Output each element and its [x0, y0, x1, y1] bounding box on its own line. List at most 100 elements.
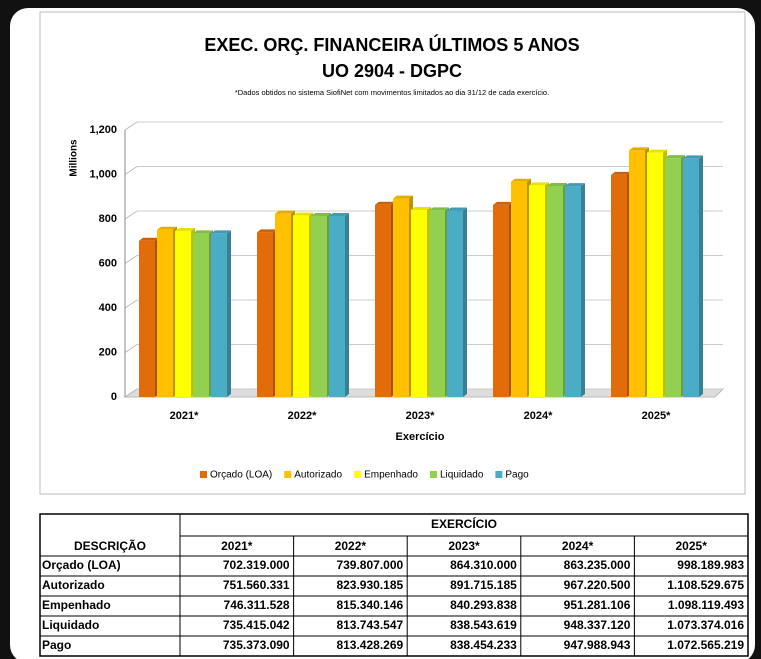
bar-top — [629, 147, 649, 151]
bar-top — [493, 201, 513, 205]
chart-title: EXEC. ORÇ. FINANCEIRA ÚLTIMOS 5 ANOS — [204, 34, 579, 55]
table-cell: 751.560.331 — [223, 578, 290, 592]
grid-line — [124, 255, 138, 264]
bar-top — [429, 207, 449, 211]
bar — [683, 158, 699, 397]
table-cell: Empenhado — [42, 598, 111, 612]
table-cell: 1.072.565.219 — [667, 638, 744, 652]
bar — [611, 174, 627, 397]
bar — [293, 215, 309, 397]
table-cell: 891.715.185 — [450, 578, 517, 592]
table-cell: 1.108.529.675 — [667, 578, 744, 592]
legend-swatch — [495, 471, 503, 478]
chart-note: *Dados obtidos no sistema SiofiNet com m… — [235, 88, 549, 97]
chart-subtitle: UO 2904 - DGPC — [322, 61, 462, 81]
bar — [375, 204, 391, 397]
y-tick-label: 800 — [99, 213, 117, 225]
legend-swatch — [430, 471, 437, 478]
bar-top — [175, 227, 195, 231]
y-tick-label: 1,000 — [89, 168, 117, 180]
bar-top — [293, 212, 313, 216]
x-tick-label: 2021* — [170, 410, 199, 422]
table-cell: 735.415.042 — [223, 618, 290, 632]
table-cell: 998.189.983 — [677, 558, 744, 572]
legend-swatch — [200, 471, 207, 478]
bar — [139, 240, 155, 397]
table-cell: 813.743.547 — [336, 618, 403, 632]
table-cell: 823.930.185 — [336, 578, 403, 592]
y-tick-label: 1,200 — [89, 124, 117, 136]
bar — [629, 150, 645, 397]
x-tick-label: 2025* — [642, 410, 671, 422]
x-axis-label: Exercício — [396, 431, 445, 443]
bar-top — [611, 171, 631, 175]
x-tick-label: 2023* — [406, 410, 435, 422]
bar-top — [411, 207, 431, 211]
table-cell: Orçado (LOA) — [42, 558, 121, 572]
bar-top — [447, 207, 467, 211]
x-tick-label: 2022* — [288, 410, 317, 422]
bar — [565, 186, 581, 397]
bar — [429, 210, 445, 397]
y-axis-label: Millions — [69, 139, 80, 177]
y-tick-label: 0 — [111, 391, 117, 403]
bar-top — [375, 201, 395, 205]
bar-top — [211, 230, 231, 234]
table-header: DESCRIÇÃO — [74, 538, 146, 553]
bar-side — [345, 213, 349, 397]
legend-label: Pago — [505, 470, 529, 481]
bar-top — [565, 183, 585, 187]
bar-top — [257, 229, 277, 233]
bar — [411, 210, 427, 397]
legend-label: Autorizado — [294, 470, 342, 481]
grid-line — [124, 388, 138, 398]
table-cell: 735.373.090 — [223, 638, 290, 652]
table-header: 2024* — [562, 539, 594, 553]
table-cell: 746.311.528 — [224, 598, 290, 612]
table-cell: 863.235.000 — [564, 558, 631, 572]
y-tick-label: 600 — [99, 257, 117, 269]
bar — [157, 229, 173, 397]
bar — [529, 185, 545, 397]
legend-swatch — [354, 471, 362, 478]
bar — [393, 198, 409, 397]
table-cell: 864.310.000 — [450, 558, 517, 572]
table-cell: 838.543.619 — [450, 618, 517, 632]
bar-side — [699, 155, 703, 397]
legend-label: Orçado (LOA) — [210, 470, 272, 481]
y-tick-label: 200 — [99, 346, 117, 358]
table-header: 2021* — [221, 539, 253, 553]
table-group-header: EXERCÍCIO — [431, 516, 497, 531]
table-cell: Liquidado — [42, 618, 99, 632]
bar — [547, 185, 563, 397]
bar-side — [463, 207, 467, 397]
grid-line — [124, 344, 138, 353]
table-cell: 739.807.000 — [336, 558, 403, 572]
table-cell: Autorizado — [42, 578, 105, 592]
y-tick-label: 400 — [99, 302, 117, 314]
bar — [311, 215, 327, 397]
bar — [275, 213, 291, 397]
bar-top — [329, 213, 349, 217]
table-frame — [39, 513, 749, 657]
bar-top — [393, 195, 413, 199]
table-header: 2023* — [448, 539, 480, 553]
bar — [329, 216, 345, 397]
bar-top — [193, 230, 213, 234]
table-cell: 967.220.500 — [564, 578, 631, 592]
bar-top — [683, 155, 703, 159]
bar-top — [311, 212, 331, 216]
grid-line — [124, 299, 138, 309]
table-header: 2022* — [335, 539, 367, 553]
grid-line — [124, 210, 138, 220]
bar-top — [511, 178, 531, 182]
legend-swatch — [284, 471, 292, 478]
bar-top — [647, 149, 667, 153]
table-cell: 815.340.146 — [336, 598, 403, 612]
bar — [447, 210, 463, 397]
bar-side — [581, 183, 585, 397]
bar-top — [665, 155, 685, 159]
table-cell: 702.319.000 — [223, 558, 290, 572]
table-cell: Pago — [42, 638, 71, 652]
bar-top — [139, 237, 159, 241]
